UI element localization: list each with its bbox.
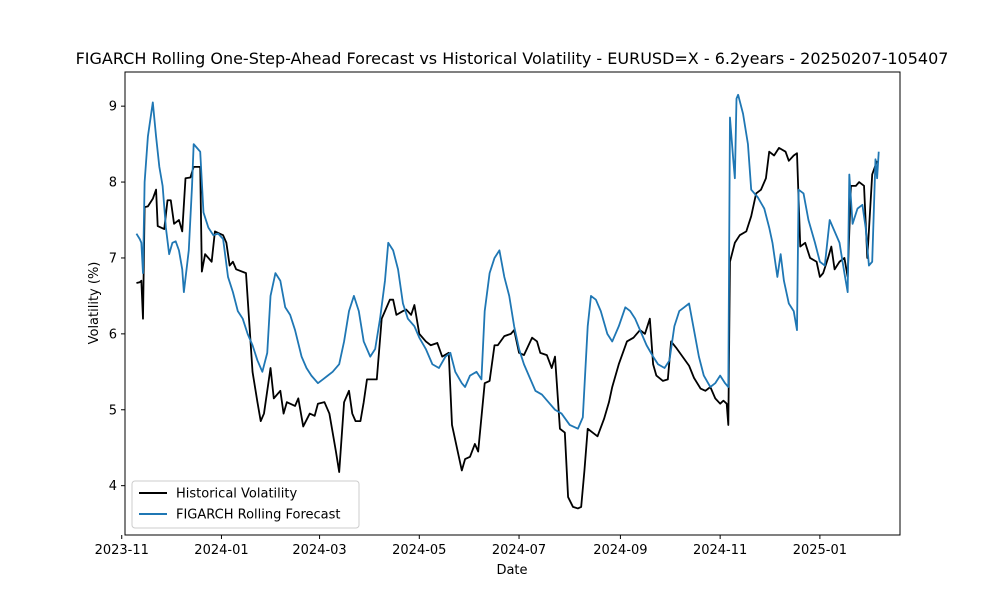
series-layer (135, 93, 880, 510)
y-axis-label: Volatility (%) (87, 262, 102, 345)
x-tick-label: 2024-05 (392, 543, 446, 558)
series-line-forecast (135, 93, 880, 430)
y-tick-label: 8 (109, 176, 117, 191)
plot-area: 2023-11 2024-01 2024-03 2024-05 2024-07 2024-… (95, 71, 901, 558)
x-tick-label: 2025-01 (793, 543, 847, 558)
series-line-historical (136, 147, 878, 510)
legend-label-forecast: FIGARCH Rolling Forecast (176, 508, 341, 523)
y-tick-label: 9 (109, 100, 117, 115)
x-tick-label: 2024-09 (593, 543, 647, 558)
legend-label-historical: Historical Volatility (176, 487, 297, 502)
x-tick-label: 2024-01 (194, 543, 248, 558)
x-tick-label: 2024-03 (292, 543, 346, 558)
y-tick-label: 5 (109, 403, 117, 418)
x-axis-ticks: 2023-11 2024-01 2024-03 2024-05 2024-07 2024-… (95, 535, 847, 558)
y-tick-label: 6 (109, 327, 117, 342)
y-axis-ticks: 4 5 6 7 8 9 (109, 100, 125, 494)
legend-box (131, 480, 360, 529)
y-tick-label: 4 (109, 479, 117, 494)
x-tick-label: 2024-11 (693, 543, 747, 558)
x-tick-label: 2023-11 (95, 543, 149, 558)
y-tick-label: 7 (109, 251, 117, 266)
chart-title: FIGARCH Rolling One-Step-Ahead Forecast … (76, 49, 949, 68)
legend: Historical Volatility FIGARCH Rolling Fo… (131, 480, 360, 529)
axes-frame (124, 71, 901, 536)
x-tick-label: 2024-07 (492, 543, 546, 558)
x-axis-label: Date (496, 563, 527, 578)
